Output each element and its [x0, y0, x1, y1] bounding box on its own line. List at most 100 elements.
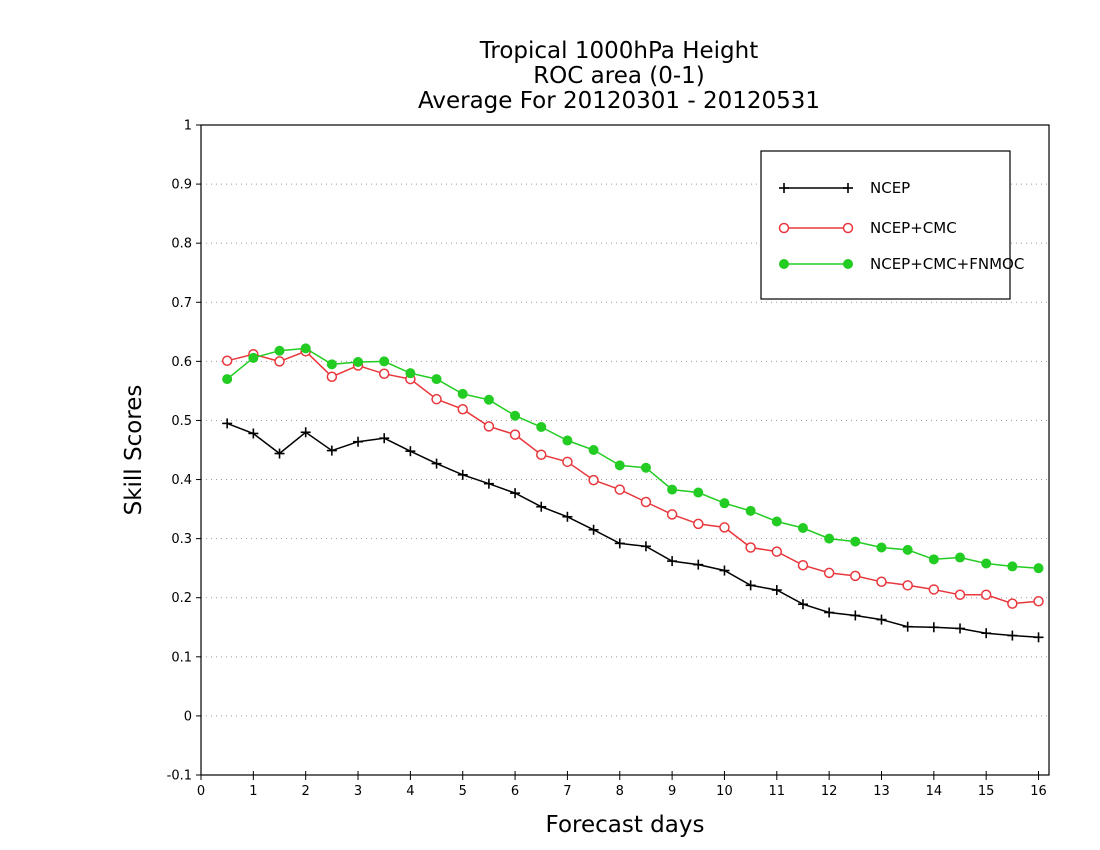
data-point [640, 462, 651, 473]
data-point [562, 456, 573, 468]
data-point [379, 433, 390, 444]
data-point [771, 585, 782, 596]
x-tick-label: 6 [511, 784, 519, 799]
data-point [1033, 632, 1044, 643]
data-point [850, 610, 861, 621]
y-axis-title: Skill Scores [121, 385, 147, 516]
legend-marker [778, 222, 790, 234]
data-point [902, 580, 913, 591]
data-point [667, 556, 678, 567]
x-tick-label: 13 [873, 784, 890, 799]
x-tick-label: 9 [668, 784, 676, 799]
data-point [274, 345, 285, 356]
y-tick-label: 0.5 [171, 414, 192, 429]
data-point [876, 614, 887, 625]
data-point [222, 418, 233, 429]
chart-title-line-1: Tropical 1000hPa Height [479, 38, 759, 64]
x-tick-label: 12 [821, 784, 838, 799]
data-point [353, 436, 364, 447]
legend-label: NCEP+CMC [870, 219, 957, 237]
data-point [588, 445, 599, 455]
series-line [226, 347, 1039, 569]
x-tick-label: 2 [302, 784, 310, 799]
data-point [693, 487, 704, 498]
legend-label: NCEP+CMC+FNMOC [870, 255, 1024, 273]
x-tick-label: 16 [1030, 784, 1047, 799]
legend-item: NCEP+CMC+FNMOC [779, 255, 1024, 273]
data-point [614, 460, 625, 471]
data-point [902, 621, 913, 632]
chart-title-line-2: ROC area (0-1) [533, 63, 705, 89]
data-point [797, 559, 809, 571]
y-tick-label: -0.1 [167, 769, 192, 784]
y-tick-label: 0.7 [171, 296, 192, 311]
y-tick-label: 0.1 [171, 650, 192, 665]
data-point [326, 445, 337, 456]
data-point [483, 421, 495, 432]
legend-marker [779, 183, 789, 193]
series-layer [221, 343, 1044, 643]
data-point [980, 589, 992, 601]
data-point [771, 546, 783, 557]
data-point [955, 623, 966, 634]
data-point [745, 580, 756, 591]
legend-item: NCEP+CMC [778, 219, 957, 237]
x-tick-label: 4 [406, 784, 414, 799]
data-point [666, 509, 678, 520]
data-point [981, 628, 992, 639]
data-point [326, 371, 338, 382]
data-point [483, 394, 494, 405]
x-tick-label: 3 [354, 784, 362, 799]
data-point [693, 518, 704, 530]
y-tick-label: 0.8 [171, 237, 192, 252]
data-point [667, 484, 678, 495]
series-1 [222, 418, 1044, 643]
data-point [797, 599, 808, 610]
data-point [222, 374, 233, 385]
data-point [1007, 561, 1018, 572]
legend-label: NCEP [870, 179, 910, 197]
x-tick-label: 1 [249, 784, 257, 799]
data-point [850, 570, 861, 582]
data-point [850, 536, 861, 547]
data-point [640, 541, 651, 552]
x-tick-label: 10 [716, 784, 733, 799]
data-point [824, 533, 835, 544]
data-point [457, 388, 468, 399]
data-point [536, 421, 547, 432]
data-point [1007, 598, 1018, 609]
chart-title-line-3: Average For 20120301 - 20120531 [418, 88, 820, 114]
y-tick-label: 0.9 [171, 178, 192, 193]
x-tick-label: 8 [616, 784, 624, 799]
data-point [248, 428, 259, 439]
legend-marker [843, 259, 853, 269]
data-point [1007, 630, 1018, 641]
x-tick-label: 14 [926, 784, 943, 799]
legend-items: NCEP NCEP+CMC NCEP+CMC+FNMOC [778, 179, 1024, 273]
data-point [510, 488, 521, 499]
data-point [326, 359, 337, 370]
data-point [954, 589, 966, 601]
data-point [928, 554, 939, 565]
data-point [353, 356, 364, 367]
series-2 [221, 346, 1044, 609]
data-point [562, 435, 573, 446]
data-point [928, 584, 940, 595]
data-point [823, 567, 835, 579]
data-point [902, 544, 913, 555]
series-line [226, 422, 1039, 639]
data-point [588, 474, 599, 486]
x-axis-title: Forecast days [546, 812, 705, 838]
data-point [745, 542, 756, 553]
data-point [824, 607, 835, 618]
data-point [431, 374, 442, 385]
data-point [535, 449, 547, 460]
y-tick-label: 0.3 [171, 532, 192, 547]
data-point [274, 356, 285, 367]
data-point [379, 356, 390, 367]
x-tick-label: 5 [459, 784, 467, 799]
y-tick-label: 0.4 [171, 473, 192, 488]
axis-ticks: -0.100.10.20.30.40.50.60.70.80.910 1 2 3 4 5 6… [167, 119, 1047, 800]
data-point [300, 427, 311, 438]
